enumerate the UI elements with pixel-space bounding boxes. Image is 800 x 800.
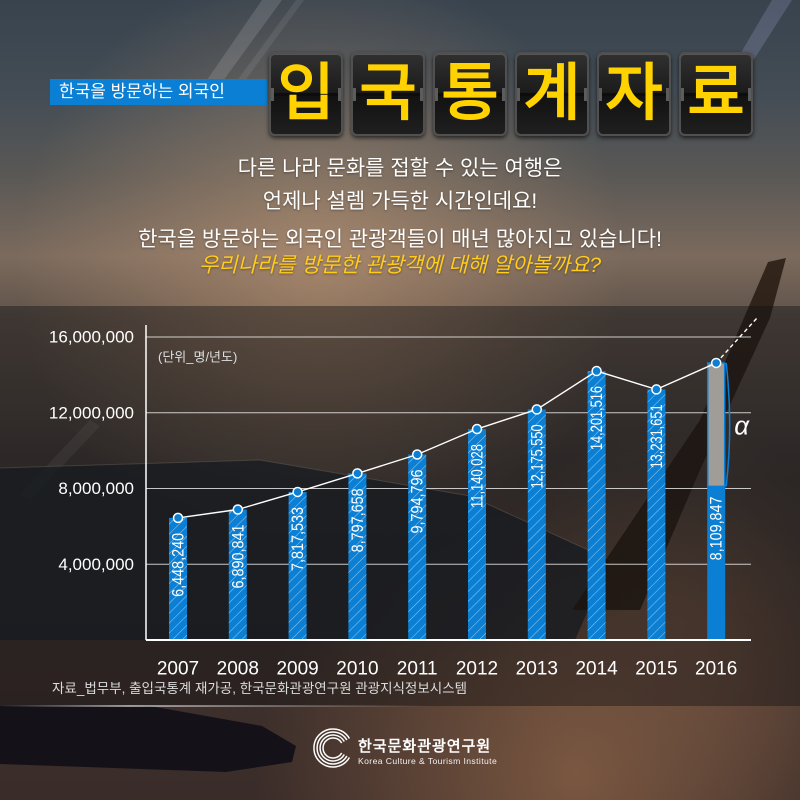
trend-marker xyxy=(352,468,363,479)
x-tick-label: 2007 xyxy=(157,659,199,680)
trend-marker xyxy=(411,449,423,460)
trend-line-projection xyxy=(715,317,758,364)
trend-marker xyxy=(232,504,244,515)
bar-2008 xyxy=(228,509,247,640)
title-tile: 계 xyxy=(515,52,589,136)
org-name-korean: 한국문화관광연구원 xyxy=(358,738,492,755)
bar-value-label: 13,231,651 xyxy=(647,404,666,468)
bar-2014 xyxy=(587,371,606,640)
bar-2010 xyxy=(348,473,367,640)
bar-2016 xyxy=(706,362,731,640)
x-tick-label: 2011 xyxy=(397,659,438,680)
source-citation: 자료_법무부, 출입국통계 재가공, 한국문화관광연구원 관광지식정보시스템 xyxy=(52,681,468,696)
institute-logo-icon xyxy=(313,728,351,768)
trend-marker xyxy=(531,404,543,415)
title-char: 입 xyxy=(277,59,335,128)
projected-bar-segment xyxy=(706,362,726,488)
bar xyxy=(169,517,187,640)
bar-value-label: 14,201,516 xyxy=(587,386,606,450)
panel-edge-highlight xyxy=(0,705,430,707)
x-tick-label: 2015 xyxy=(635,659,677,680)
bar-value-label: 7,817,533 xyxy=(288,507,307,571)
bar-2007 xyxy=(169,517,187,640)
title-char: 료 xyxy=(687,59,745,128)
trend-marker xyxy=(710,357,722,369)
title-tile: 자 xyxy=(597,52,671,136)
bar-2011 xyxy=(408,454,427,640)
y-tick-label: 4,000,000 xyxy=(58,555,134,574)
trend-marker xyxy=(591,365,602,377)
x-tick-label: 2014 xyxy=(575,659,618,680)
subtitle-tag: 한국을 방문하는 외국인 xyxy=(50,79,267,105)
bar-value-label: 8,109,847 xyxy=(707,496,726,560)
bar xyxy=(647,389,666,640)
title-tile: 국 xyxy=(351,52,425,136)
intro-highlight: 우리나라를 방문한 관광객에 대해 알아볼까요? xyxy=(198,254,602,277)
trend-marker xyxy=(651,384,662,395)
title-char: 통 xyxy=(441,59,499,128)
title-flipboard: 입 국 통 계 자 료 xyxy=(269,52,753,136)
intro-line-3: 한국을 방문하는 외국인 관광객들이 매년 많아지고 있습니다! xyxy=(138,228,662,251)
trend-marker xyxy=(172,512,184,524)
intro-line-1: 다른 나라 문화를 접할 수 있는 여행은 xyxy=(237,157,563,180)
x-tick-label: 2009 xyxy=(276,659,318,680)
x-tick-label: 2008 xyxy=(217,659,259,680)
title-tile: 료 xyxy=(679,52,753,136)
bar-value-label: 12,175,550 xyxy=(527,424,546,488)
bar-2013 xyxy=(527,409,546,640)
x-tick-label: 2010 xyxy=(336,659,378,680)
alpha-annotation: α xyxy=(734,411,750,441)
x-tick-label: 2016 xyxy=(695,659,737,680)
x-tick-label: 2012 xyxy=(456,659,498,680)
title-char: 자 xyxy=(605,59,663,128)
trend-line xyxy=(177,362,717,519)
title-char: 국 xyxy=(359,59,417,128)
trend-marker xyxy=(292,486,303,498)
org-name-english: Korea Culture & Tourism Institute xyxy=(358,756,498,766)
bar-2015 xyxy=(647,389,666,640)
y-tick-label: 8,000,000 xyxy=(58,479,134,498)
unit-label: (단위_명/년도) xyxy=(158,350,237,365)
bar-value-label: 6,448,240 xyxy=(169,533,188,597)
bar xyxy=(408,454,427,640)
bracket-icon xyxy=(725,362,731,487)
x-tick-label: 2013 xyxy=(516,659,558,680)
y-tick-label: 16,000,000 xyxy=(49,328,134,347)
title-char: 계 xyxy=(523,59,581,128)
title-tile: 통 xyxy=(433,52,507,136)
title-tile: 입 xyxy=(269,52,343,136)
bar xyxy=(707,486,726,640)
bar xyxy=(468,429,486,640)
bar xyxy=(288,491,307,640)
bar-value-label: 6,890,841 xyxy=(228,525,247,589)
bar-value-label: 9,794,796 xyxy=(408,470,427,534)
bar-value-label: 11,140,028 xyxy=(468,444,487,508)
y-tick-label: 12,000,000 xyxy=(49,403,134,422)
bar xyxy=(527,409,546,640)
bar xyxy=(587,371,606,640)
bar-value-label: 8,797,658 xyxy=(348,488,367,552)
trend-marker xyxy=(471,423,483,435)
bar xyxy=(348,473,367,640)
bar xyxy=(228,509,247,640)
bar-2009 xyxy=(288,491,307,640)
bar-2012 xyxy=(468,429,486,640)
intro-line-2: 언제나 설렘 가득한 시간인데요! xyxy=(262,190,538,213)
